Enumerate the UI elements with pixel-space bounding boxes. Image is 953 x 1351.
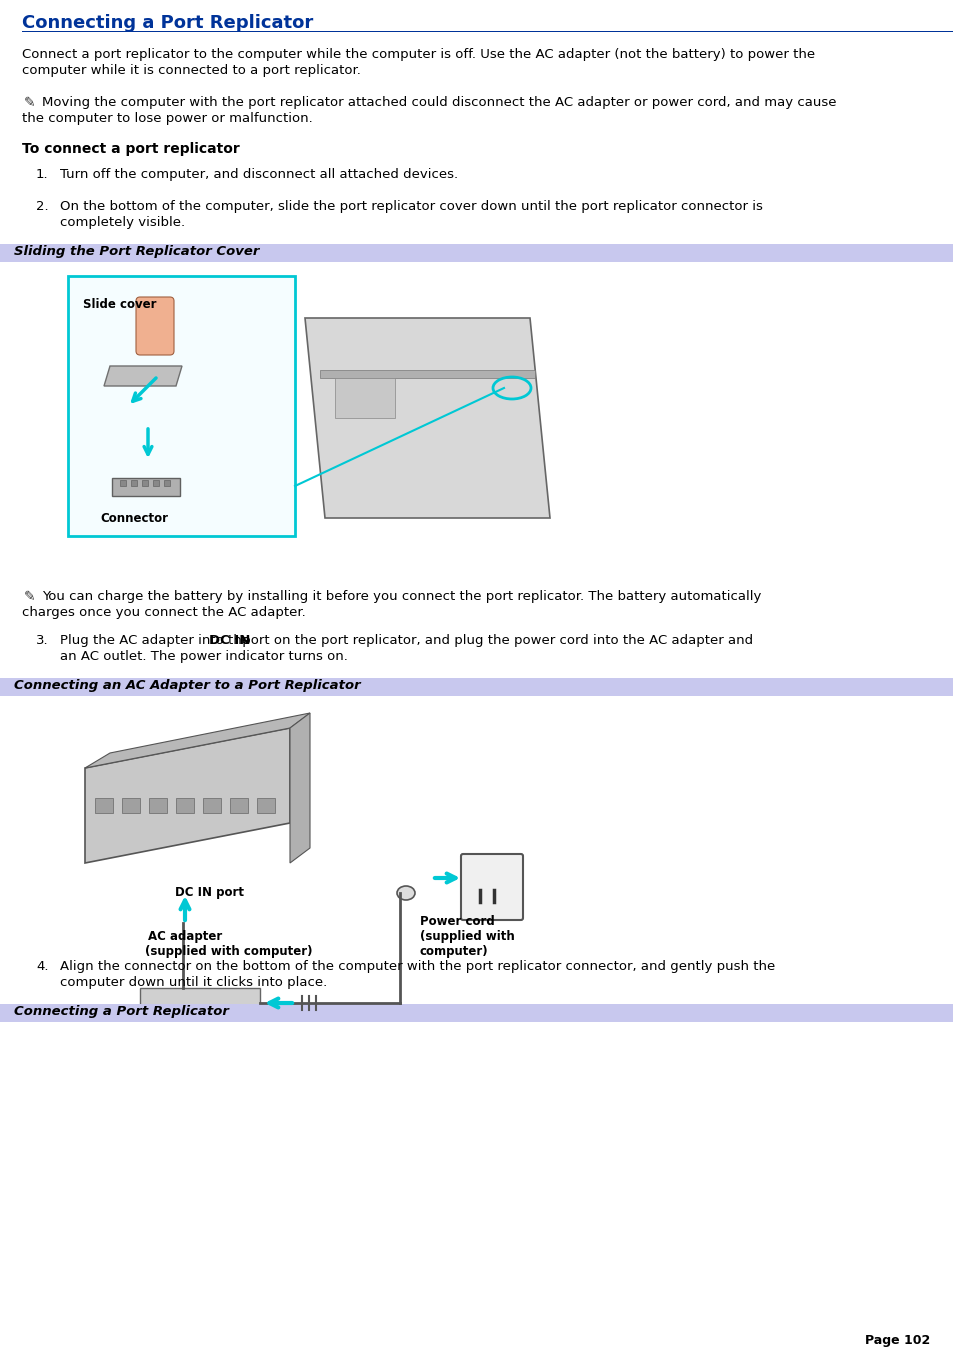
Text: computer while it is connected to a port replicator.: computer while it is connected to a port…: [22, 63, 360, 77]
Text: computer): computer): [419, 944, 488, 958]
Bar: [0, 245, 953, 262]
Text: Connecting an AC Adapter to a Port Replicator: Connecting an AC Adapter to a Port Repli…: [14, 680, 360, 692]
Text: (supplied with computer): (supplied with computer): [145, 944, 313, 958]
Bar: [140, 988, 260, 1016]
Polygon shape: [85, 728, 290, 863]
Text: computer down until it clicks into place.: computer down until it clicks into place…: [60, 975, 327, 989]
Bar: [0, 678, 953, 696]
FancyBboxPatch shape: [136, 297, 173, 355]
Polygon shape: [85, 713, 310, 767]
Text: port on the port replicator, and plug the power cord into the AC adapter and: port on the port replicator, and plug th…: [238, 634, 753, 647]
Text: Connecting a Port Replicator: Connecting a Port Replicator: [14, 1005, 229, 1019]
Bar: [120, 480, 126, 486]
Text: Moving the computer with the port replicator attached could disconnect the AC ad: Moving the computer with the port replic…: [42, 96, 836, 109]
Text: You can charge the battery by installing it before you connect the port replicat: You can charge the battery by installing…: [42, 590, 760, 603]
Text: Align the connector on the bottom of the computer with the port replicator conne: Align the connector on the bottom of the…: [60, 961, 775, 973]
FancyBboxPatch shape: [460, 854, 522, 920]
Bar: [152, 480, 159, 486]
Text: Connector: Connector: [100, 512, 168, 526]
Text: the computer to lose power or malfunction.: the computer to lose power or malfunctio…: [22, 112, 313, 126]
FancyBboxPatch shape: [68, 276, 294, 536]
Polygon shape: [175, 798, 193, 813]
Text: completely visible.: completely visible.: [60, 216, 185, 230]
Polygon shape: [122, 798, 140, 813]
Text: 3.: 3.: [36, 634, 49, 647]
Text: Power cord: Power cord: [419, 915, 495, 928]
Polygon shape: [230, 798, 248, 813]
Text: charges once you connect the AC adapter.: charges once you connect the AC adapter.: [22, 607, 305, 619]
Text: On the bottom of the computer, slide the port replicator cover down until the po: On the bottom of the computer, slide the…: [60, 200, 762, 213]
Text: Slide cover: Slide cover: [83, 299, 156, 311]
Text: Sliding the Port Replicator Cover: Sliding the Port Replicator Cover: [14, 245, 259, 258]
Text: To connect a port replicator: To connect a port replicator: [22, 142, 239, 155]
Bar: [0, 1004, 953, 1021]
Text: 2.: 2.: [36, 200, 49, 213]
Polygon shape: [256, 798, 274, 813]
Text: an AC outlet. The power indicator turns on.: an AC outlet. The power indicator turns …: [60, 650, 348, 663]
Polygon shape: [149, 798, 167, 813]
Bar: [164, 480, 170, 486]
Bar: [142, 480, 148, 486]
Text: 1.: 1.: [36, 168, 49, 181]
Text: DC IN: DC IN: [209, 634, 251, 647]
Text: Connect a port replicator to the computer while the computer is off. Use the AC : Connect a port replicator to the compute…: [22, 49, 814, 61]
Text: Page 102: Page 102: [863, 1333, 929, 1347]
Polygon shape: [290, 713, 310, 863]
Text: ✎: ✎: [24, 590, 35, 604]
Ellipse shape: [396, 886, 415, 900]
Text: Plug the AC adapter into the: Plug the AC adapter into the: [60, 634, 254, 647]
Text: Turn off the computer, and disconnect all attached devices.: Turn off the computer, and disconnect al…: [60, 168, 457, 181]
Text: (supplied with: (supplied with: [419, 929, 515, 943]
Bar: [131, 480, 137, 486]
Text: ✎: ✎: [24, 96, 35, 109]
Bar: [319, 370, 535, 378]
Polygon shape: [305, 317, 550, 517]
Polygon shape: [95, 798, 112, 813]
Text: DC IN port: DC IN port: [174, 886, 244, 898]
Text: Connecting a Port Replicator: Connecting a Port Replicator: [22, 14, 313, 32]
Text: 4.: 4.: [36, 961, 49, 973]
Polygon shape: [203, 798, 221, 813]
Polygon shape: [104, 366, 182, 386]
Text: AC adapter: AC adapter: [148, 929, 222, 943]
Polygon shape: [112, 478, 180, 496]
Bar: [335, 378, 395, 417]
